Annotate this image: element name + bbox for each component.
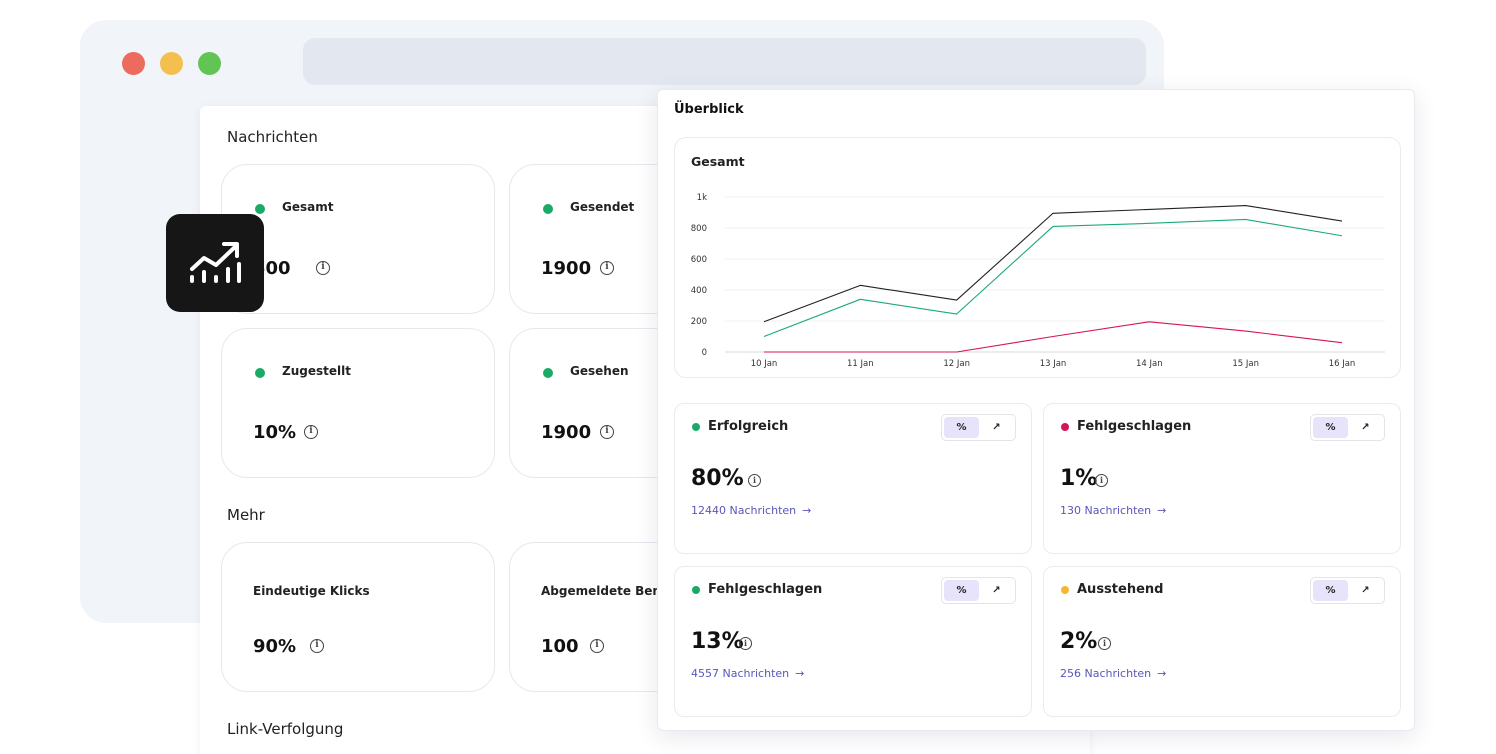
- metric-label: Fehlgeschlagen: [1077, 419, 1192, 434]
- stat-label: Zugestellt: [282, 364, 351, 378]
- trending-chart-icon: [166, 214, 264, 312]
- stat-value: 1900: [541, 258, 592, 279]
- y-tick-label: 400: [691, 286, 707, 296]
- x-tick-label: 16 Jan: [1329, 359, 1356, 369]
- stat-label: Gesamt: [282, 200, 334, 214]
- info-icon[interactable]: i: [304, 425, 318, 439]
- view-toggle: % ↗: [1310, 577, 1385, 604]
- info-icon[interactable]: i: [1095, 474, 1108, 487]
- messages-link-text: 12440 Nachrichten: [691, 504, 797, 517]
- stat-label: Gesendet: [570, 200, 635, 214]
- series-line-2: [764, 321, 1343, 353]
- arrow-right-icon: →: [795, 667, 805, 680]
- stat-card-gesamt[interactable]: Gesamt 500 i: [221, 164, 495, 314]
- y-tick-label: 1k: [697, 193, 707, 203]
- metric-label: Ausstehend: [1077, 582, 1164, 597]
- section-title-mehr: Mehr: [227, 506, 265, 524]
- y-tick-label: 200: [691, 317, 707, 327]
- chart-card: Gesamt 0 200 400 600 800 1k 10 Jan 11 Jan 12 Jan…: [674, 137, 1401, 378]
- metric-card-erfolgreich: Erfolgreich % ↗ 80% i 12440 Nachrichten →: [674, 403, 1032, 554]
- metric-value: 80%: [691, 466, 744, 491]
- stat-value: 10%: [253, 422, 297, 443]
- metric-label: Fehlgeschlagen: [708, 582, 823, 597]
- metric-card-ausstehend: Ausstehend % ↗ 2% i 256 Nachrichten →: [1043, 566, 1401, 717]
- percent-toggle-button[interactable]: %: [944, 580, 979, 601]
- metric-card-fehlgeschlagen: Fehlgeschlagen % ↗ 1% i 130 Nachrichten →: [1043, 403, 1401, 554]
- messages-link[interactable]: 4557 Nachrichten →: [691, 667, 804, 680]
- info-icon[interactable]: i: [590, 639, 604, 653]
- stat-value: 90%: [253, 636, 297, 657]
- info-icon[interactable]: i: [600, 261, 614, 275]
- series-line-1: [763, 218, 1343, 338]
- series-line-0: [763, 204, 1343, 323]
- info-icon[interactable]: i: [316, 261, 330, 275]
- metric-value: 13%: [691, 629, 744, 654]
- y-tick-label: 0: [702, 348, 707, 358]
- messages-link-text: 256 Nachrichten: [1060, 667, 1152, 680]
- x-tick-label: 15 Jan: [1232, 359, 1259, 369]
- arrow-right-icon: →: [1157, 504, 1167, 517]
- stat-label: Abgemeldete Benu: [541, 584, 670, 598]
- status-dot: [255, 368, 265, 378]
- messages-link[interactable]: 130 Nachrichten →: [1060, 504, 1166, 517]
- x-tick-label: 12 Jan: [943, 359, 970, 369]
- metric-card-fehlgeschlagen-2: Fehlgeschlagen % ↗ 13% i 4557 Nachrichte…: [674, 566, 1032, 717]
- overview-title: Überblick: [674, 102, 744, 117]
- x-tick-label: 10 Jan: [751, 359, 778, 369]
- x-tick-label: 14 Jan: [1136, 359, 1163, 369]
- info-icon[interactable]: i: [600, 425, 614, 439]
- trend-toggle-button[interactable]: ↗: [992, 585, 1001, 596]
- messages-link-text: 4557 Nachrichten: [691, 667, 790, 680]
- arrow-right-icon: →: [802, 504, 812, 517]
- messages-link[interactable]: 12440 Nachrichten →: [691, 504, 811, 517]
- stat-value: 100: [541, 636, 579, 657]
- window-minimize-button[interactable]: [160, 52, 183, 75]
- messages-link-text: 130 Nachrichten: [1060, 504, 1152, 517]
- metric-value: 1%: [1060, 466, 1098, 491]
- chart-title: Gesamt: [691, 154, 745, 169]
- view-toggle: % ↗: [941, 577, 1016, 604]
- stat-card-zugestellt[interactable]: Zugestellt 10% i: [221, 328, 495, 478]
- view-toggle: % ↗: [1310, 414, 1385, 441]
- section-title-link-verfolgung: Link-Verfolgung: [227, 720, 344, 738]
- window-maximize-button[interactable]: [198, 52, 221, 75]
- address-bar[interactable]: [303, 38, 1146, 85]
- info-icon[interactable]: i: [739, 637, 752, 650]
- stat-value: 1900: [541, 422, 592, 443]
- trend-toggle-button[interactable]: ↗: [1361, 585, 1370, 596]
- overview-panel: Überblick Gesamt 0 200 400 600 800 1k 10 Jan 11…: [657, 89, 1415, 731]
- section-title-nachrichten: Nachrichten: [227, 128, 318, 146]
- line-chart: 0 200 400 600 800 1k 10 Jan 11 Jan 12 Jan 13 Jan 1…: [691, 193, 1385, 369]
- window-close-button[interactable]: [122, 52, 145, 75]
- metric-value: 2%: [1060, 629, 1098, 654]
- x-tick-label: 11 Jan: [847, 359, 874, 369]
- info-icon[interactable]: i: [1098, 637, 1111, 650]
- percent-toggle-button[interactable]: %: [944, 417, 979, 438]
- stat-label: Gesehen: [570, 364, 629, 378]
- stat-label: Eindeutige Klicks: [253, 584, 370, 598]
- info-icon[interactable]: i: [748, 474, 761, 487]
- trend-toggle-button[interactable]: ↗: [1361, 422, 1370, 433]
- arrow-right-icon: →: [1157, 667, 1167, 680]
- status-dot: [692, 586, 700, 594]
- trend-toggle-button[interactable]: ↗: [992, 422, 1001, 433]
- metric-label: Erfolgreich: [708, 419, 789, 434]
- percent-toggle-button[interactable]: %: [1313, 580, 1348, 601]
- info-icon[interactable]: i: [310, 639, 324, 653]
- y-tick-label: 600: [691, 255, 707, 265]
- y-tick-label: 800: [691, 224, 707, 234]
- stat-card-eindeutige-klicks[interactable]: Eindeutige Klicks 90% i: [221, 542, 495, 692]
- view-toggle: % ↗: [941, 414, 1016, 441]
- status-dot: [1061, 586, 1069, 594]
- status-dot: [543, 204, 553, 214]
- messages-link[interactable]: 256 Nachrichten →: [1060, 667, 1166, 680]
- x-tick-label: 13 Jan: [1040, 359, 1067, 369]
- percent-toggle-button[interactable]: %: [1313, 417, 1348, 438]
- status-dot: [543, 368, 553, 378]
- status-dot: [692, 423, 700, 431]
- status-dot: [1061, 423, 1069, 431]
- status-dot: [255, 204, 265, 214]
